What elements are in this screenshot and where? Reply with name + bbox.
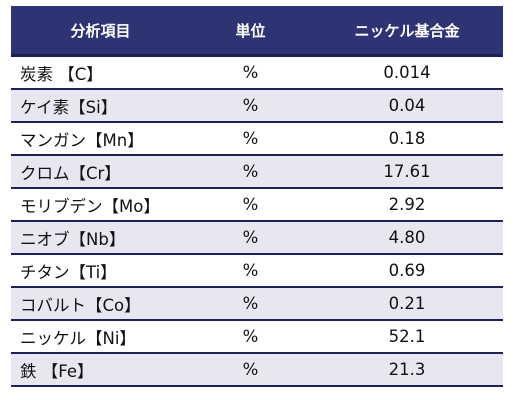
- composition-table-container: 分析項目 単位 ニッケル基合金 炭素 【C】 % 0.014 ケイ素【Si】 %…: [11, 6, 503, 387]
- row-value: 17.61: [311, 155, 503, 189]
- row-unit: %: [190, 155, 311, 189]
- row-value: 0.69: [311, 254, 503, 288]
- row-unit: %: [190, 55, 311, 90]
- row-value: 52.1: [311, 320, 503, 354]
- row-unit: %: [190, 353, 311, 387]
- table-row: ケイ素【Si】 % 0.04: [11, 89, 503, 123]
- header-unit: 単位: [190, 6, 311, 57]
- table-row: 鉄 【Fe】 % 21.3: [11, 353, 503, 387]
- row-item: ニッケル【Ni】: [11, 320, 190, 354]
- row-item: コバルト【Co】: [11, 287, 190, 321]
- row-item: マンガン【Mn】: [11, 122, 190, 156]
- row-item: チタン【Ti】: [11, 254, 190, 288]
- row-item: モリブデン【Mo】: [11, 188, 190, 222]
- row-item: クロム【Cr】: [11, 155, 190, 189]
- row-unit: %: [190, 221, 311, 255]
- table-row: チタン【Ti】 % 0.69: [11, 254, 503, 288]
- table-row: マンガン【Mn】 % 0.18: [11, 122, 503, 156]
- table-row: 炭素 【C】 % 0.014: [11, 55, 503, 90]
- table-row: ニオブ【Nb】 % 4.80: [11, 221, 503, 255]
- row-unit: %: [190, 320, 311, 354]
- row-item: 炭素 【C】: [11, 55, 190, 90]
- table-row: クロム【Cr】 % 17.61: [11, 155, 503, 189]
- row-unit: %: [190, 122, 311, 156]
- row-value: 0.04: [311, 89, 503, 123]
- row-value: 4.80: [311, 221, 503, 255]
- row-unit: %: [190, 287, 311, 321]
- row-unit: %: [190, 89, 311, 123]
- header-analysis-item: 分析項目: [11, 6, 190, 57]
- row-value: 21.3: [311, 353, 503, 387]
- table-row: コバルト【Co】 % 0.21: [11, 287, 503, 321]
- table-row: ニッケル【Ni】 % 52.1: [11, 320, 503, 354]
- row-value: 0.18: [311, 122, 503, 156]
- row-value: 0.21: [311, 287, 503, 321]
- row-item: ニオブ【Nb】: [11, 221, 190, 255]
- composition-table: 分析項目 単位 ニッケル基合金 炭素 【C】 % 0.014 ケイ素【Si】 %…: [11, 6, 503, 387]
- table-header-row: 分析項目 単位 ニッケル基合金: [11, 6, 503, 57]
- row-unit: %: [190, 254, 311, 288]
- table-row: モリブデン【Mo】 % 2.92: [11, 188, 503, 222]
- header-nickel-alloy: ニッケル基合金: [311, 6, 503, 57]
- row-item: 鉄 【Fe】: [11, 353, 190, 387]
- row-value: 0.014: [311, 55, 503, 90]
- row-value: 2.92: [311, 188, 503, 222]
- row-unit: %: [190, 188, 311, 222]
- row-item: ケイ素【Si】: [11, 89, 190, 123]
